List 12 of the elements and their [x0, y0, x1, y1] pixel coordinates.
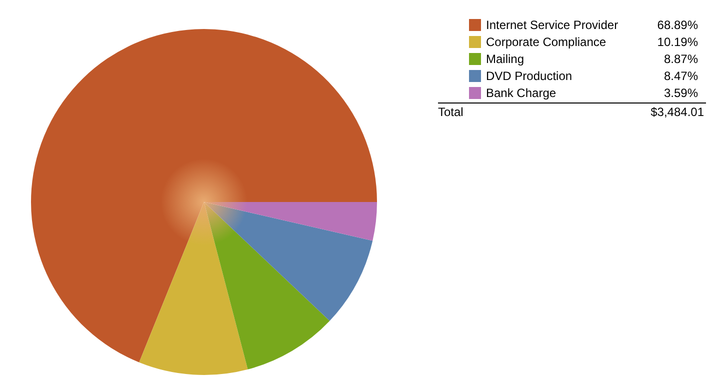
data-label: 8.47%	[664, 69, 698, 83]
data-label: 3.59%	[664, 86, 698, 100]
legend-label: Bank Charge	[486, 86, 556, 100]
legend-label: Mailing	[486, 52, 524, 66]
text: Total	[438, 105, 464, 119]
legend-label: Internet Service Provider	[486, 18, 618, 32]
data-label: 68.89%	[657, 18, 698, 32]
legend-label: Corporate Compliance	[486, 35, 606, 49]
data-label: 8.87%	[664, 52, 698, 66]
data-label: 10.19%	[657, 35, 698, 49]
text: $3,484.01	[650, 105, 704, 119]
legend-label: DVD Production	[486, 69, 572, 83]
